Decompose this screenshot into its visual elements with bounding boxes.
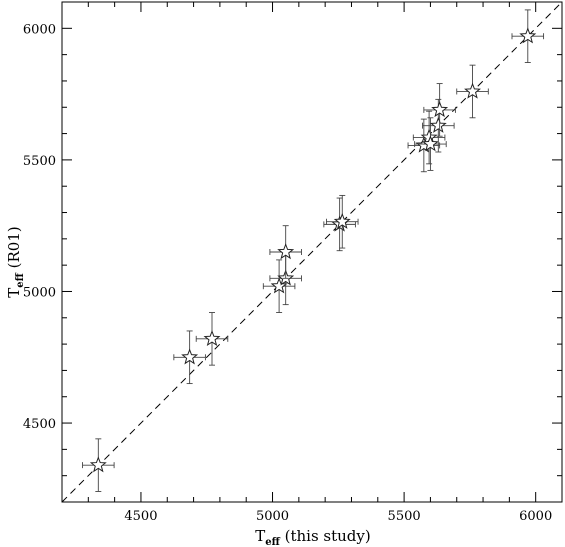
x-tick-label: 4500 [124, 509, 157, 524]
data-point-2 [173, 330, 206, 385]
y-tick-label: 5000 [23, 285, 56, 300]
data-point-13 [423, 83, 456, 137]
data-point-8 [326, 194, 359, 249]
x-axis-label: Teff (this study) [255, 527, 370, 547]
y-axis-label-rest: (R01) [5, 226, 23, 273]
star-marker [277, 243, 295, 260]
data-point-1 [82, 438, 115, 492]
x-tick-label: 6000 [519, 509, 552, 524]
x-axis-label-rest: (this study) [280, 527, 371, 545]
x-tick-label: 5500 [388, 509, 421, 524]
star-marker [431, 100, 449, 118]
data-point-3 [195, 312, 229, 366]
axes-layer: 4500 5000 5500 6000 4500 5000 5500 6000 [23, 1, 563, 524]
y-tick-label: 4500 [23, 417, 56, 432]
star-marker [519, 27, 537, 44]
data-point-11 [414, 117, 447, 171]
data-point-15 [511, 9, 545, 63]
y-axis-label: Teff (R01) [5, 226, 26, 297]
star-marker [464, 82, 481, 99]
star-marker [181, 348, 199, 365]
x-axis-label-sub: eff [265, 537, 280, 547]
data-point-14 [456, 64, 489, 119]
data-point-10 [412, 110, 446, 165]
y-axis-label-sub: eff [15, 272, 26, 287]
x-axis-label-main: T [255, 527, 265, 545]
star-marker [421, 135, 439, 152]
y-tick-label: 5500 [23, 154, 56, 169]
star-marker [89, 456, 107, 473]
star-marker [429, 116, 447, 133]
plot-layer [61, 1, 563, 503]
star-marker [333, 212, 351, 229]
plot-frame [61, 1, 563, 503]
y-tick-label: 6000 [23, 22, 56, 37]
data-point-4 [262, 259, 296, 313]
data-point-6 [269, 225, 302, 279]
star-marker [203, 329, 221, 347]
y-axis-label-main: T [5, 288, 23, 298]
x-tick-label: 5000 [256, 509, 289, 524]
one-to-one-reference-line [61, 1, 563, 503]
star-marker [270, 277, 288, 294]
